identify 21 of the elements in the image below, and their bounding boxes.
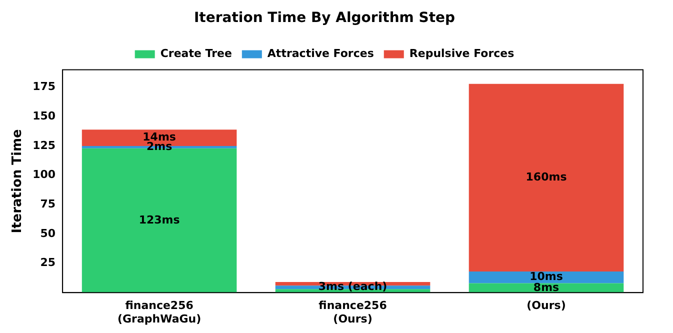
data-label: 10ms: [530, 270, 564, 284]
y-tick-label: 175: [32, 80, 56, 94]
x-tick-label: finance256 (GraphWaGu): [117, 299, 202, 326]
legend-label: Repulsive Forces: [409, 47, 515, 60]
data-label: 2ms: [146, 140, 173, 154]
legend-label: Create Tree: [160, 47, 232, 60]
legend-label: Attractive Forces: [267, 47, 374, 60]
x-tick-label: (Ours): [526, 299, 566, 312]
y-tick-label: 50: [40, 226, 56, 240]
x-tick-label: finance256 (Ours): [318, 299, 388, 326]
data-label: 123ms: [138, 213, 180, 226]
y-axis-title: Iteration Time: [10, 128, 26, 234]
y-tick-label: 75: [40, 198, 56, 211]
data-label: 160ms: [526, 170, 568, 184]
data-label: 8ms: [533, 280, 560, 294]
y-tick-label: 100: [32, 168, 56, 182]
chart-title: Iteration Time By Algorithm Step: [194, 10, 456, 26]
y-tick-label: 125: [32, 138, 56, 152]
y-tick-label: 150: [32, 110, 56, 123]
bar: [468, 84, 624, 272]
y-tick-label: 25: [40, 256, 56, 270]
